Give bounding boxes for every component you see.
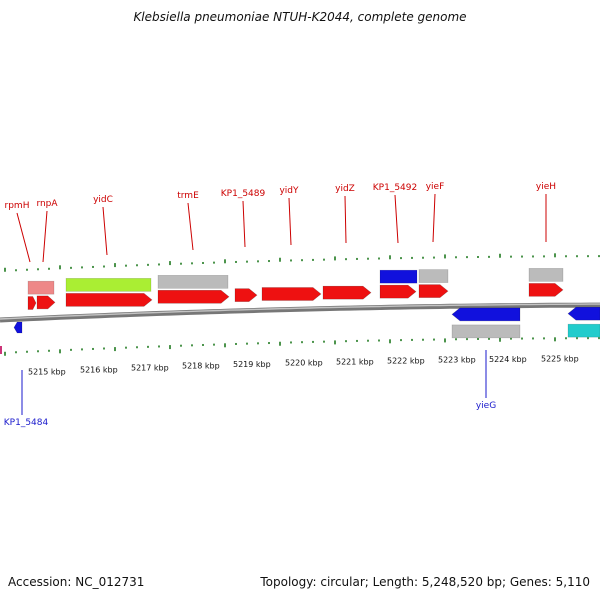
forward-gene-arrow [65, 293, 153, 307]
gene-trme-feature [157, 275, 229, 289]
gene-label-leader [187, 202, 194, 251]
scale-tick-label: 5220 kbp [285, 359, 323, 368]
reverse-gene-feature [451, 324, 521, 339]
gene-label-leader [102, 206, 108, 256]
scale-tick-label: 5215 kbp [28, 368, 66, 377]
genome-summary: Topology: circular; Length: 5,248,520 bp… [260, 575, 590, 589]
forward-gene-arrow [27, 296, 37, 310]
gene-label-leader [394, 194, 399, 244]
edge-feature [0, 346, 2, 354]
scale-tick-label: 5219 kbp [233, 360, 271, 369]
gene-label: yieH [536, 182, 556, 192]
gene-label: rpmH [5, 201, 30, 211]
gene-rpmh-feature [27, 280, 55, 295]
gene-label: trmE [177, 191, 199, 201]
genome-backbone [0, 302, 600, 323]
gene-label: yidC [93, 195, 113, 205]
scale-tick-label: 5225 kbp [541, 354, 579, 363]
scale-tick-label: 5221 kbp [336, 357, 374, 366]
gene-label: rnpA [36, 199, 58, 209]
reverse-gene-feature [567, 323, 600, 338]
forward-gene-arrow [234, 288, 258, 302]
scale-tick-label: 5224 kbp [489, 355, 527, 364]
accession-label: Accession: NC_012731 [8, 575, 145, 589]
scale-tick-label: 5216 kbp [80, 365, 118, 374]
gene-label: KP1_5484 [4, 418, 49, 428]
gene-label: yieG [476, 401, 496, 411]
gene-yieh-feature [528, 268, 564, 282]
gene-yief-feature [418, 269, 449, 283]
reverse-gene-arrow [13, 321, 23, 334]
gene-label: yidY [279, 186, 299, 196]
forward-gene-arrow [379, 284, 417, 299]
gene-yidc-feature [65, 278, 152, 292]
reverse-gene-arrow [451, 307, 521, 322]
genome-backbone-highlight [0, 303, 600, 320]
gene-label-leader [242, 200, 246, 248]
gene-label-leader [42, 210, 48, 263]
forward-gene-arrow [528, 283, 564, 297]
gene-label-leader [288, 197, 292, 246]
gene-label-leader [344, 195, 347, 244]
scale-tick-label: 5218 kbp [182, 362, 220, 371]
reverse-gene-arrow [567, 306, 600, 321]
forward-gene-arrow [36, 295, 56, 310]
gene-kp1-5492-feature [379, 269, 418, 284]
forward-gene-arrow [418, 284, 449, 298]
map-title: Klebsiella pneumoniae NTUH-K2044, comple… [133, 10, 467, 24]
gene-label: yieF [426, 182, 445, 192]
gene-label: yidZ [335, 184, 355, 194]
forward-gene-arrow [261, 287, 322, 301]
gene-label-leader [432, 193, 436, 243]
gene-label: KP1_5489 [221, 189, 266, 199]
scale-tick-label: 5222 kbp [387, 356, 425, 365]
scale-tick-label: 5217 kbp [131, 363, 169, 372]
gene-label: KP1_5492 [373, 183, 417, 193]
scale-tick-label: 5223 kbp [438, 356, 476, 365]
forward-gene-arrow [157, 289, 230, 304]
gene-label-leader [16, 212, 31, 263]
forward-gene-arrow [322, 285, 372, 300]
